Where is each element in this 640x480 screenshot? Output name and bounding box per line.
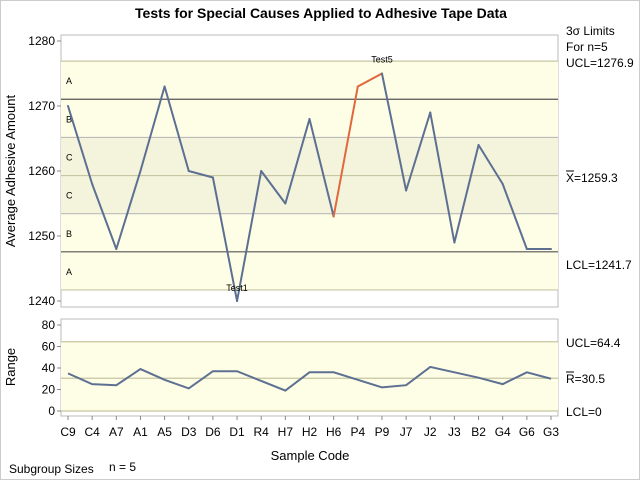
x-tick-label: J3 [448,425,461,439]
y-tick-label: 1280 [28,34,55,48]
x-tick-label: G3 [543,425,559,439]
x-tick-label: R4 [254,425,270,439]
y-tick-label: 1270 [28,99,55,113]
limits-n: For n=5 [566,40,608,54]
range-ucl-label: UCL=64.4 [566,336,621,350]
x-tick-label: D6 [205,425,221,439]
subgroup-sizes-value: n = 5 [109,460,137,474]
ucl-label: UCL=1276.9 [566,56,634,70]
mean-segment [91,183,118,250]
x-tick-label: H6 [326,425,342,439]
mean-segment [163,85,190,172]
mean-segment [308,118,335,218]
range-tick-label: 40 [42,361,56,375]
range-line [67,365,552,392]
range-tick-label: 0 [48,404,55,418]
x-tick-label: H7 [278,425,294,439]
x-tick-label: G4 [495,425,511,439]
range-center-label: R=30.5 [566,372,605,386]
lcl-label: LCL=1241.7 [566,258,632,272]
zone-label: B [66,114,72,124]
zone-label: C [66,152,73,162]
range-tick-label: 20 [42,383,56,397]
x-axis-label: Sample Code [271,448,350,463]
range-lcl-label: LCL=0 [566,405,602,419]
y-tick-label: 1250 [28,229,55,243]
mean-segment [380,72,408,192]
y-axis-label: Average Adhesive Amount [3,94,18,247]
mean-segment [453,144,480,244]
zone-label: A [66,267,72,277]
mean-segment [115,170,142,250]
mean-segment [429,111,456,244]
center-label: X=1259.3 [566,171,618,185]
x-tick-label: C4 [84,425,100,439]
test1-annotation: Test1 [226,283,248,293]
mean-segment [356,72,383,88]
x-tick-label: D1 [229,425,245,439]
mean-segment [236,170,263,302]
range-tick-label: 60 [42,340,56,354]
zone-label: C [66,191,73,201]
range-axis-label: Range [3,348,18,386]
x-tick-label: C9 [60,425,76,439]
limits-header: 3σ Limits [566,24,615,38]
x-tick-label: A7 [109,425,124,439]
x-tick-label: J7 [400,425,413,439]
x-tick-label: A1 [133,425,148,439]
range-band [61,341,558,411]
mean-segment [187,170,214,179]
chart-title: Tests for Special Causes Applied to Adhe… [135,5,507,21]
x-tick-label: A5 [157,425,172,439]
x-tick-label: D3 [181,425,197,439]
x-tick-label: P9 [375,425,390,439]
subgroup-sizes-label: Subgroup Sizes [9,462,94,476]
mean-segment [405,111,432,192]
mean-segment [260,170,287,205]
mean-segment [332,85,359,218]
x-tick-label: B2 [471,425,486,439]
mean-segment [284,118,311,205]
mean-segment [211,176,239,302]
x-tick-label: P4 [350,425,365,439]
x-tick-label: G6 [519,425,535,439]
mean-segment [67,105,94,185]
zone-label: A [66,76,72,86]
x-tick-label: J2 [424,425,437,439]
y-tick-label: 1260 [28,164,55,178]
x-tick-label: H2 [302,425,318,439]
test5-annotation: Test5 [371,55,393,65]
mean-segment [139,85,166,172]
zone-label: B [66,229,72,239]
mean-segment [501,183,528,250]
range-tick-label: 80 [42,318,56,332]
mean-segment [477,144,504,185]
y-tick-label: 1240 [28,294,55,308]
